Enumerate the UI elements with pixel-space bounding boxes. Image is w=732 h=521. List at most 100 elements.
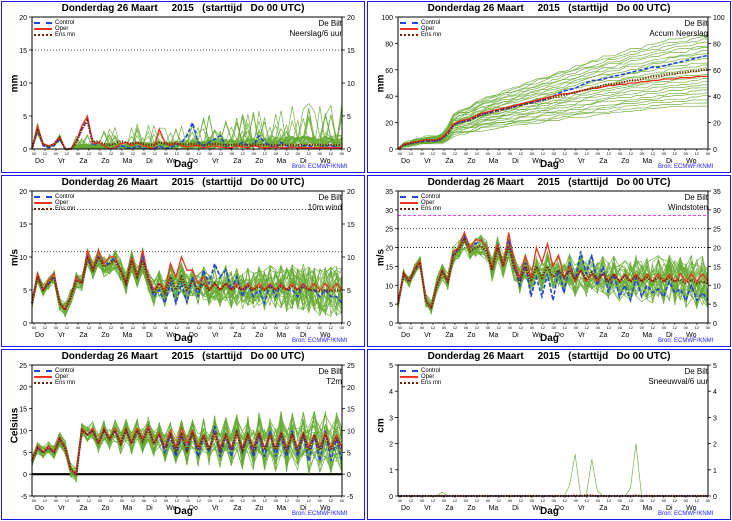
x-hour-label: 00 — [252, 325, 257, 330]
x-hour-label: 12 — [431, 151, 436, 156]
x-hour-label: 12 — [241, 325, 246, 330]
x-day-label: Di — [300, 505, 307, 512]
x-day-label: Wo — [320, 505, 330, 512]
x-hour-label: 12 — [43, 325, 48, 330]
x-hour-label: 00 — [552, 325, 557, 330]
y-tick-label: 20 — [19, 385, 27, 392]
x-hour-label: 12 — [607, 151, 612, 156]
y-tick-label: 5 — [347, 288, 351, 295]
x-hour-label: 00 — [464, 498, 469, 503]
x-day-label: Do — [555, 332, 564, 339]
x-hour-label: 00 — [274, 325, 279, 330]
ensemble-member-line — [397, 35, 709, 149]
legend-swatch-oper — [400, 202, 418, 204]
ensemble-member-line — [31, 116, 343, 150]
x-hour-label: 00 — [76, 325, 81, 330]
x-day-label: Wo — [166, 505, 176, 512]
y-tick-label: 20 — [19, 189, 27, 196]
x-hour-label: 00 — [296, 498, 301, 503]
source-label: Bron: ECMWF/KNMI — [658, 511, 714, 517]
y-tick-label: 5 — [347, 114, 351, 121]
x-hour-label: 00 — [618, 498, 623, 503]
x-hour-label: 00 — [398, 498, 403, 503]
x-hour-label: 12 — [285, 325, 290, 330]
legend: Control Oper Ens mn — [34, 20, 75, 38]
x-hour-label: 12 — [307, 151, 312, 156]
x-day-label: Di — [146, 158, 153, 165]
x-hour-label: 12 — [607, 325, 612, 330]
ensemble-member-line — [397, 50, 708, 150]
x-hour-label: 12 — [87, 151, 92, 156]
x-axis-label: Dag — [174, 506, 193, 517]
x-day-label: Di — [666, 505, 673, 512]
x-hour-label: 00 — [552, 498, 557, 503]
x-hour-label: 00 — [252, 498, 257, 503]
x-hour-label: 00 — [208, 151, 213, 156]
x-hour-label: 12 — [131, 498, 136, 503]
x-hour-label: 00 — [252, 151, 257, 156]
x-hour-label: 12 — [629, 151, 634, 156]
x-hour-label: 00 — [340, 498, 345, 503]
x-hour-label: 00 — [640, 151, 645, 156]
x-hour-label: 12 — [219, 151, 224, 156]
ensemble-member-line — [397, 102, 708, 150]
x-hour-label: 12 — [307, 498, 312, 503]
x-hour-label: 12 — [197, 325, 202, 330]
y-tick-label: 1 — [713, 468, 717, 475]
x-hour-label: 00 — [340, 151, 345, 156]
x-day-label: Za — [445, 505, 453, 512]
x-hour-label: 00 — [420, 151, 425, 156]
x-hour-label: 12 — [475, 325, 480, 330]
legend-control: Control — [34, 20, 75, 26]
x-day-label: Wo — [532, 332, 542, 339]
oper-line — [31, 114, 342, 150]
x-hour-label: 12 — [241, 498, 246, 503]
y-tick-label: 10 — [347, 255, 355, 262]
x-day-label: Vr — [424, 505, 431, 512]
legend-label: Ens mn — [55, 32, 76, 38]
x-day-label: Zo — [101, 505, 109, 512]
legend: Control Oper Ens mn — [400, 368, 441, 386]
x-hour-label: 12 — [329, 151, 334, 156]
x-day-label: Ma — [123, 158, 133, 165]
y-tick-label: 10 — [385, 283, 393, 290]
y-tick-label: 5 — [23, 450, 27, 457]
x-hour-label: 12 — [263, 151, 268, 156]
legend-label: Control — [55, 194, 75, 200]
x-hour-label: 00 — [98, 498, 103, 503]
x-hour-label: 00 — [552, 151, 557, 156]
x-hour-label: 12 — [453, 151, 458, 156]
y-tick-label: 15 — [385, 264, 393, 271]
x-day-label: Wo — [532, 158, 542, 165]
y-axis-label: mm — [9, 74, 21, 93]
x-hour-label: 12 — [497, 325, 502, 330]
x-day-label: Zo — [255, 158, 263, 165]
x-day-label: Za — [233, 332, 241, 339]
y-tick-label: 0 — [347, 472, 351, 479]
variable-name: Accum Neerslag — [649, 29, 708, 38]
x-day-label: Zo — [621, 158, 629, 165]
y-tick-label: 5 — [389, 363, 393, 370]
ensmean-line — [30, 425, 344, 477]
x-hour-label: 12 — [43, 498, 48, 503]
y-tick-label: 10 — [19, 429, 27, 436]
site-name: De Bilt — [684, 19, 708, 28]
x-day-label: Di — [666, 158, 673, 165]
x-axis-label: Dag — [540, 506, 559, 517]
ensemble-member-line — [397, 89, 708, 150]
x-hour-label: 00 — [420, 325, 425, 330]
x-hour-label: 00 — [574, 498, 579, 503]
legend-label: Oper — [55, 374, 69, 380]
x-hour-label: 00 — [186, 325, 191, 330]
x-hour-label: 00 — [208, 325, 213, 330]
ensemble-member-line — [397, 78, 708, 150]
y-tick-label: 15 — [347, 222, 355, 229]
y-tick-label: 40 — [385, 94, 393, 101]
y-tick-label: 0 — [389, 321, 393, 328]
y-tick-label: 5 — [389, 302, 393, 309]
x-hour-label: 12 — [563, 498, 568, 503]
